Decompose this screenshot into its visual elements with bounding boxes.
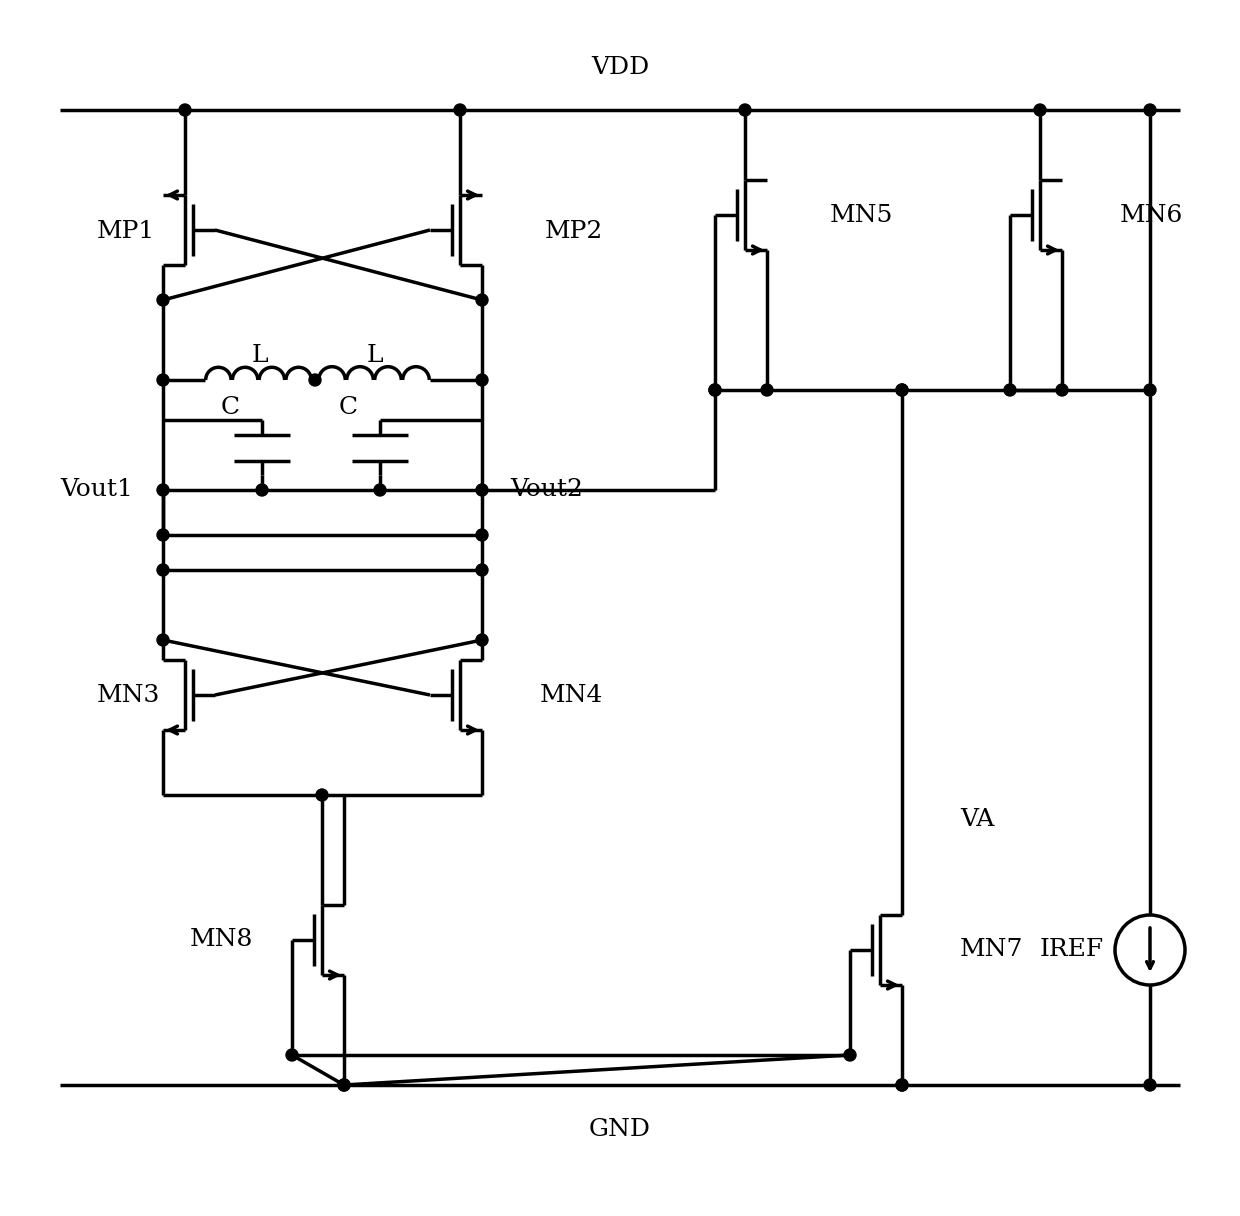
Circle shape xyxy=(157,484,169,496)
Circle shape xyxy=(476,484,489,496)
Text: MP2: MP2 xyxy=(546,220,603,243)
Circle shape xyxy=(1004,384,1016,396)
Circle shape xyxy=(286,1049,298,1062)
Text: MN7: MN7 xyxy=(960,939,1023,962)
Circle shape xyxy=(476,375,489,385)
Circle shape xyxy=(157,564,169,576)
Circle shape xyxy=(476,564,489,576)
Circle shape xyxy=(157,529,169,541)
Circle shape xyxy=(157,634,169,646)
Text: VDD: VDD xyxy=(591,56,649,79)
Circle shape xyxy=(1145,105,1156,116)
Circle shape xyxy=(454,105,466,116)
Circle shape xyxy=(255,484,268,496)
Text: Vout2: Vout2 xyxy=(510,479,583,501)
Text: VA: VA xyxy=(960,809,994,832)
Circle shape xyxy=(1145,384,1156,396)
Text: Vout1: Vout1 xyxy=(60,479,133,501)
Circle shape xyxy=(897,384,908,396)
Text: IREF: IREF xyxy=(1040,939,1104,962)
Circle shape xyxy=(339,1079,350,1091)
Circle shape xyxy=(476,634,489,646)
Text: MN5: MN5 xyxy=(830,203,893,226)
Circle shape xyxy=(476,294,489,306)
Circle shape xyxy=(157,375,169,385)
Circle shape xyxy=(709,384,720,396)
Text: MP1: MP1 xyxy=(97,220,155,243)
Text: L: L xyxy=(252,343,268,366)
Circle shape xyxy=(897,384,908,396)
Text: C: C xyxy=(221,396,239,420)
Circle shape xyxy=(844,1049,856,1062)
Circle shape xyxy=(374,484,386,496)
Text: MN4: MN4 xyxy=(539,683,604,706)
Circle shape xyxy=(1034,105,1047,116)
Text: L: L xyxy=(367,343,383,366)
Text: C: C xyxy=(339,396,357,420)
Circle shape xyxy=(476,529,489,541)
Text: MN6: MN6 xyxy=(1120,203,1183,226)
Text: MN3: MN3 xyxy=(97,683,160,706)
Circle shape xyxy=(1056,384,1068,396)
Circle shape xyxy=(179,105,191,116)
Circle shape xyxy=(897,1079,908,1091)
Circle shape xyxy=(897,1079,908,1091)
Circle shape xyxy=(309,375,321,385)
Circle shape xyxy=(316,789,329,801)
Circle shape xyxy=(157,294,169,306)
Text: GND: GND xyxy=(589,1119,651,1142)
Circle shape xyxy=(709,384,720,396)
Circle shape xyxy=(339,1079,350,1091)
Text: MN8: MN8 xyxy=(190,929,253,951)
Circle shape xyxy=(1145,1079,1156,1091)
Circle shape xyxy=(739,105,751,116)
Circle shape xyxy=(761,384,773,396)
